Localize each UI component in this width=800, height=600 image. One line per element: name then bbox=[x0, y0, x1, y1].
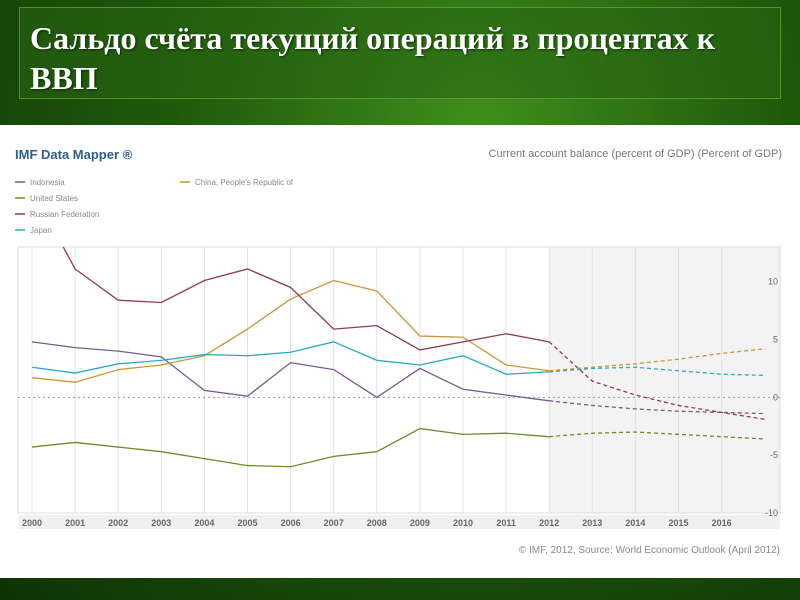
source-note: © IMF, 2012, Source: World Economic Outl… bbox=[519, 545, 780, 556]
series-line bbox=[62, 247, 550, 351]
x-tick-label: 2005 bbox=[237, 518, 257, 528]
x-tick-label: 2016 bbox=[712, 518, 732, 528]
x-tick-label: 2015 bbox=[668, 518, 688, 528]
x-axis-ticks: 2000 2001 2002 2003 2004 2005 2006 2007 2008 2009… bbox=[18, 515, 780, 529]
x-tick-label: 2003 bbox=[151, 518, 171, 528]
series-forecast-line bbox=[549, 348, 765, 372]
x-tick-label: 2010 bbox=[453, 518, 473, 528]
slide-title: Сальдо счёта текущий операций в процента… bbox=[30, 20, 716, 96]
x-tick-label: 2000 bbox=[22, 518, 42, 528]
series-forecast-line bbox=[549, 400, 765, 415]
series-lines bbox=[31, 247, 765, 468]
line-chart: IMF Data Mapper ® Current account balanc… bbox=[15, 147, 782, 556]
x-axis-band bbox=[18, 515, 780, 529]
series-forecast-line bbox=[549, 366, 765, 377]
legend-label: Indonesia bbox=[30, 178, 65, 187]
x-tick-label: 2013 bbox=[582, 518, 602, 528]
y-tick-label: 5 bbox=[773, 335, 778, 345]
x-tick-label: 2002 bbox=[108, 518, 128, 528]
y-axis-ticks: 10 5 0 -5 -10 bbox=[765, 277, 778, 518]
slide-title-box: Сальдо счёта текущий операций в процента… bbox=[19, 7, 781, 99]
y-tick-label: 0 bbox=[773, 392, 778, 402]
imf-logo: IMF Data Mapper ® bbox=[15, 147, 133, 162]
series-forecast-line bbox=[548, 341, 765, 420]
y-tick-label: -5 bbox=[770, 450, 778, 460]
chart-title: Current account balance (percent of GDP)… bbox=[489, 148, 782, 160]
chart-panel: IMF Data Mapper ® Current account balanc… bbox=[0, 125, 800, 578]
y-tick-label: 10 bbox=[768, 277, 778, 287]
x-tick-label: 2007 bbox=[324, 518, 344, 528]
series-line bbox=[31, 427, 550, 468]
series-forecast-line bbox=[549, 431, 765, 440]
x-tick-label: 2008 bbox=[367, 518, 387, 528]
x-tick-label: 2006 bbox=[281, 518, 301, 528]
x-tick-label: 2012 bbox=[539, 518, 559, 528]
gridlines bbox=[17, 246, 781, 514]
legend-label: Japan bbox=[30, 226, 52, 235]
series-line bbox=[31, 341, 550, 402]
legend-label: China, People's Republic of bbox=[195, 178, 294, 187]
series-line bbox=[31, 279, 550, 383]
legend-label: Russian Federation bbox=[30, 210, 99, 219]
x-tick-label: 2009 bbox=[410, 518, 430, 528]
series-line bbox=[31, 341, 550, 375]
forecast-region bbox=[549, 247, 780, 513]
plot-frame bbox=[17, 246, 781, 514]
x-tick-label: 2011 bbox=[496, 518, 516, 528]
legend: Indonesia China, People's Republic of Unit… bbox=[15, 178, 294, 235]
x-tick-label: 2004 bbox=[194, 518, 214, 528]
x-tick-label: 2001 bbox=[65, 518, 85, 528]
y-tick-label: -10 bbox=[765, 508, 778, 518]
x-tick-label: 2014 bbox=[625, 518, 645, 528]
legend-label: United States bbox=[30, 194, 78, 203]
